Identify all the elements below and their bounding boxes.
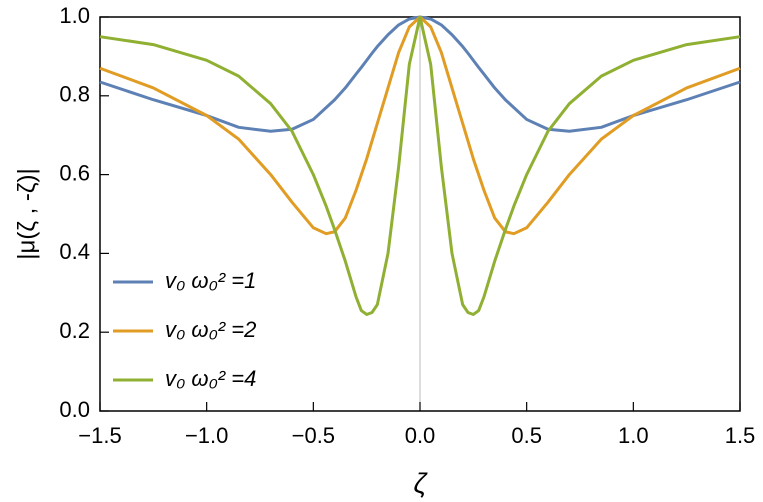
- x-tick-label: −0.5: [292, 423, 335, 448]
- x-tick-label: −1.0: [185, 423, 228, 448]
- line-series: [99, 15, 741, 316]
- legend-label: v₀ ω₀² =2: [165, 317, 256, 342]
- y-tick-label: 0.0: [59, 397, 90, 422]
- y-tick-label: 0.6: [59, 160, 90, 185]
- y-tick-label: 0.2: [59, 318, 90, 343]
- y-axis-label: |μ(ζ , -ζ)|: [13, 168, 40, 259]
- x-tick-label: 1.0: [618, 423, 649, 448]
- x-tick-label: 1.5: [725, 423, 756, 448]
- y-tick-label: 0.8: [59, 82, 90, 107]
- x-tick-label: −1.5: [78, 423, 121, 448]
- x-axis-label: ζ: [414, 467, 429, 498]
- x-tick-label: 0.0: [405, 423, 436, 448]
- y-tick-label: 1.0: [59, 3, 90, 28]
- legend-label: v₀ ω₀² =4: [165, 366, 256, 391]
- x-tick-label: 0.5: [511, 423, 542, 448]
- y-tick-label: 0.4: [59, 239, 90, 264]
- legend-label: v₀ ω₀² =1: [165, 268, 256, 293]
